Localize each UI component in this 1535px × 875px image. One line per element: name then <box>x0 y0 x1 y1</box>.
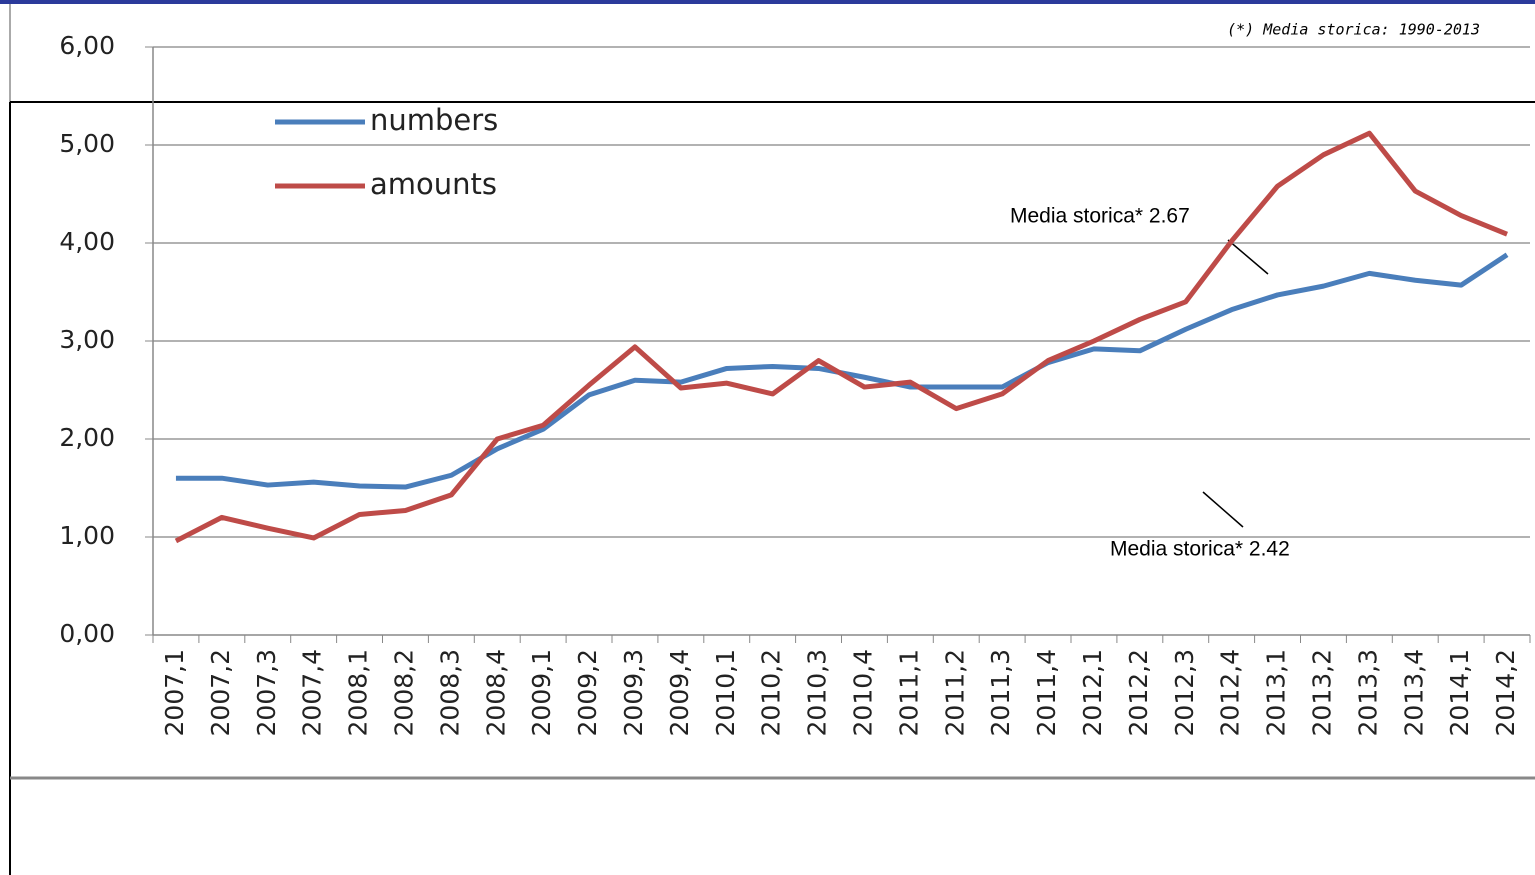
annotation: Media storica* 2.42 <box>1110 538 1290 561</box>
annotation-pointer <box>1227 239 1269 275</box>
x-tick-label: 2007,1 <box>160 649 189 736</box>
y-tick-label: 0,00 <box>59 619 115 648</box>
x-tick-label: 2008,4 <box>481 649 510 736</box>
x-tick-label: 2009,1 <box>527 649 556 736</box>
annotation-pointer <box>1202 491 1244 528</box>
x-tick-label: 2010,1 <box>711 649 740 736</box>
x-tick-label: 2012,1 <box>1078 649 1107 736</box>
x-tick-label: 2007,2 <box>206 649 235 736</box>
x-tick-label: 2010,3 <box>803 649 832 736</box>
series-line <box>174 130 1508 544</box>
y-tick-label: 5,00 <box>59 129 115 158</box>
x-tick-label: 2008,2 <box>389 649 418 736</box>
x-tick-label: 2009,3 <box>619 649 648 736</box>
top-border <box>0 0 1535 4</box>
x-tick-label: 2014,2 <box>1491 649 1520 736</box>
y-tick-label: 2,00 <box>59 423 115 452</box>
x-tick-label: 2009,4 <box>665 649 694 736</box>
x-tick-label: 2011,4 <box>1032 649 1061 736</box>
x-tick-label: 2014,1 <box>1445 649 1474 736</box>
x-tick-label: 2013,4 <box>1399 649 1428 736</box>
x-tick-label: 2009,2 <box>573 649 602 736</box>
x-tick-label: 2007,3 <box>252 649 281 736</box>
x-tick-label: 2012,3 <box>1170 649 1199 736</box>
y-tick-label: 6,00 <box>59 31 115 60</box>
x-tick-label: 2011,3 <box>986 649 1015 736</box>
x-tick-label: 2011,2 <box>940 649 969 736</box>
x-tick-label: 2008,3 <box>435 649 464 736</box>
note: (*) Media storica: 1990-2013 <box>1227 21 1480 39</box>
x-tick-label: 2013,2 <box>1307 649 1336 736</box>
x-tick-label: 2011,1 <box>894 649 923 736</box>
x-tick-label: 2013,3 <box>1353 649 1382 736</box>
y-tick-label: 1,00 <box>59 521 115 550</box>
x-tick-label: 2010,4 <box>848 649 877 736</box>
x-tick-label: 2010,2 <box>757 649 786 736</box>
x-tick-label: 2012,4 <box>1216 649 1245 736</box>
series-line <box>175 252 1509 490</box>
x-tick-label: 2008,1 <box>344 649 373 736</box>
x-tick-label: 2013,1 <box>1262 649 1291 736</box>
y-tick-label: 4,00 <box>59 227 115 256</box>
y-tick-label: 3,00 <box>59 325 115 354</box>
legend-label: numbers <box>370 103 498 137</box>
x-tick-label: 2012,2 <box>1124 649 1153 736</box>
legend-label: amounts <box>370 167 497 201</box>
annotation: Media storica* 2.67 <box>1010 205 1190 228</box>
x-tick-label: 2007,4 <box>298 649 327 736</box>
